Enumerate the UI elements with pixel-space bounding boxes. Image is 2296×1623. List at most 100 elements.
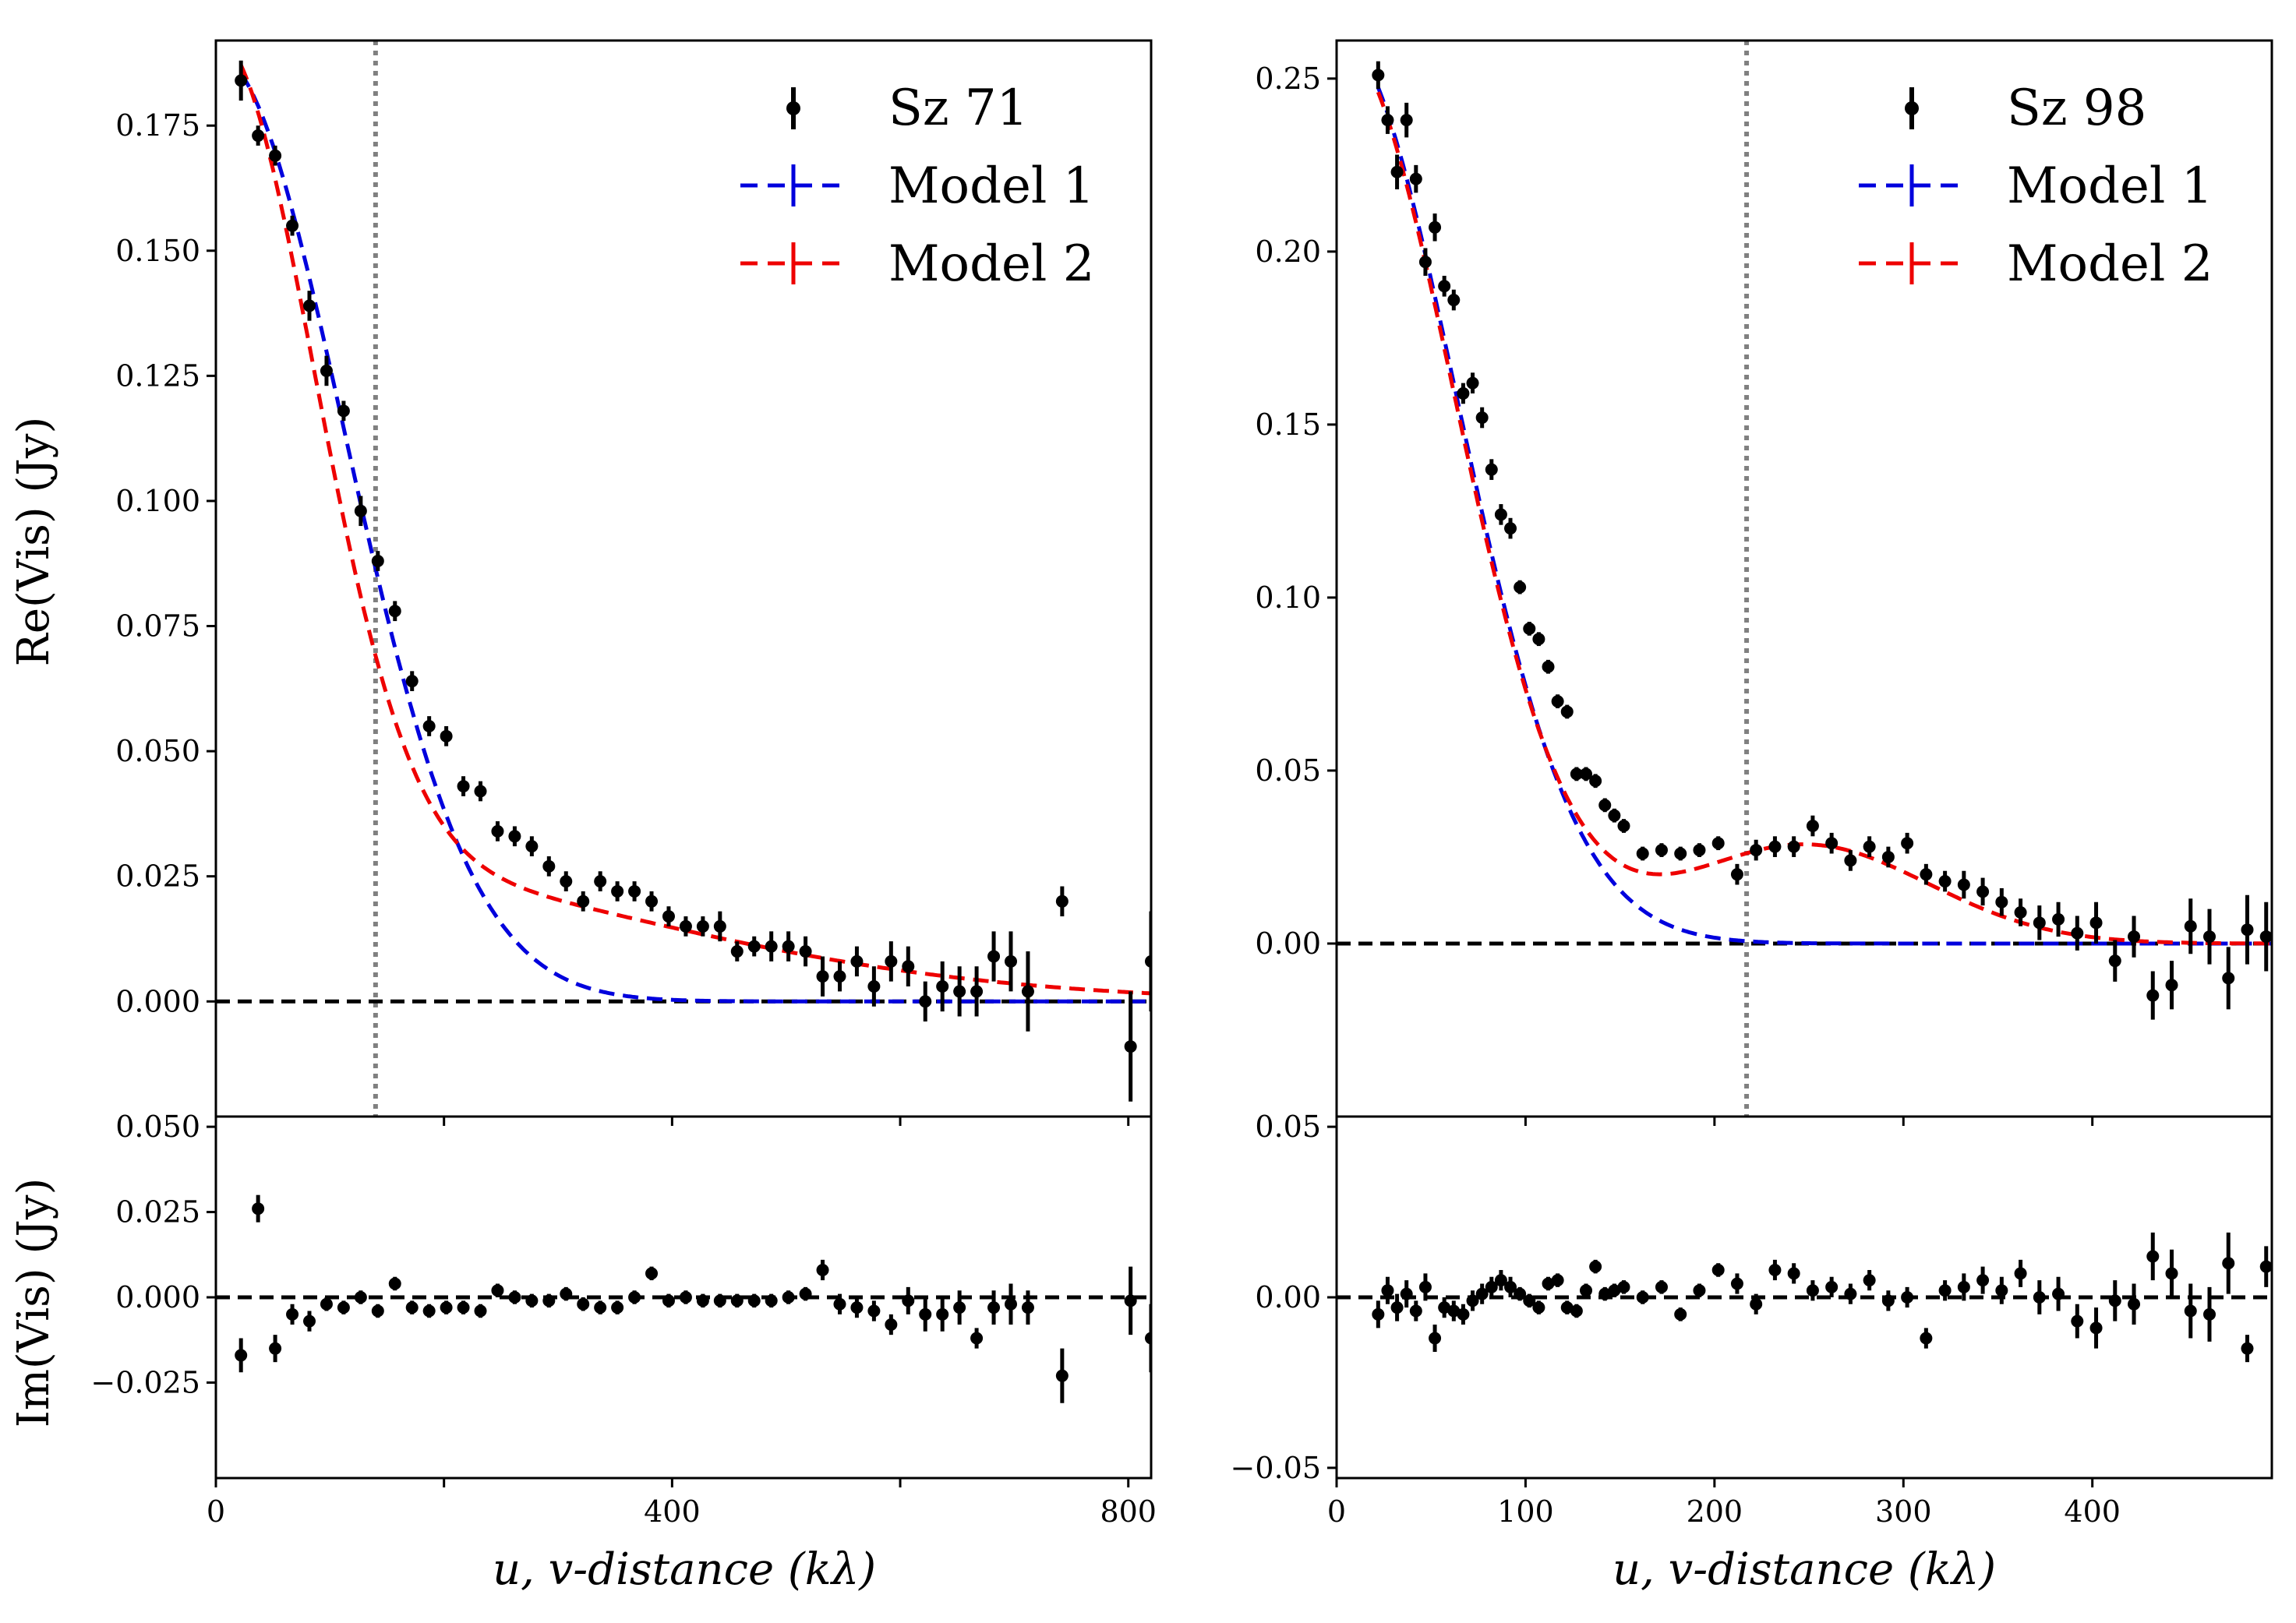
data-point [1542, 660, 1555, 673]
legend-model1-marker [1859, 164, 1965, 206]
data-point [645, 894, 659, 908]
data-point [1485, 463, 1498, 476]
plot-area [1337, 41, 2272, 1117]
data-point [1806, 819, 1819, 832]
x-tick-label: 200 [1687, 1494, 1743, 1529]
data-point [457, 1301, 470, 1314]
data-point [2089, 1321, 2103, 1335]
data-point [1598, 799, 1612, 812]
y-tick-label: 0.075 [115, 609, 200, 644]
x-tick-label: 400 [644, 1494, 701, 1529]
data-point [440, 1301, 453, 1314]
data-point [1589, 1260, 1602, 1273]
data-point [371, 555, 384, 568]
data-point [850, 954, 864, 968]
x-tick-label: 800 [1100, 1494, 1157, 1529]
data-point [1485, 1280, 1498, 1293]
y-tick-label: 0.050 [115, 734, 200, 768]
y-tick-label: 0.00 [1255, 926, 1321, 961]
data-point [679, 1291, 692, 1304]
data-point [1617, 1280, 1630, 1293]
legend-label-sz71: Sz 71 [888, 79, 1028, 137]
legend-model1-marker [740, 164, 846, 206]
data-point [286, 1307, 299, 1321]
data-point [1504, 522, 1517, 535]
data-point [782, 940, 795, 953]
data-point [1532, 633, 1545, 646]
data-point [1768, 1263, 1782, 1276]
data-point [1674, 847, 1687, 860]
data-point [1494, 1274, 1507, 1287]
data-point [1124, 1294, 1137, 1307]
data-point [987, 950, 1001, 963]
data-point [2052, 1287, 2065, 1300]
data-point [645, 1267, 659, 1280]
data-point [799, 945, 812, 958]
data-point [388, 1277, 401, 1290]
data-point [611, 884, 624, 898]
sz71-imag-panel: −0.025 0.000 0.025 0.050 0 400 800 [90, 1110, 1157, 1529]
plot-area [1337, 1232, 2272, 1363]
data-point [320, 1297, 333, 1311]
data-point [405, 1301, 419, 1314]
data-point [1711, 1263, 1725, 1276]
data-point [850, 1301, 864, 1314]
legend-label-model2: Model 2 [2007, 235, 2213, 293]
sz71-real-panel: 0.000 0.025 0.050 0.075 0.100 0.125 0.150 0.175 [115, 39, 1153, 1126]
sz71-xlabel: u, v-distance (kλ) [493, 1544, 876, 1595]
data-point [1589, 774, 1602, 788]
data-point [1655, 1280, 1668, 1293]
data-point [542, 1294, 556, 1307]
data-point [2222, 1257, 2235, 1270]
data-point [1005, 954, 1017, 968]
data-point [1551, 695, 1564, 708]
legend-data-marker [786, 87, 800, 129]
sz71-real-ylabel: Re(Vis) (Jy) [9, 417, 59, 667]
y-tick-label: 0.025 [115, 859, 200, 894]
data-point [1750, 844, 1763, 857]
data-point [833, 970, 846, 983]
legend-label-sz98: Sz 98 [2007, 79, 2146, 137]
data-point [508, 1291, 521, 1304]
data-point [508, 830, 521, 843]
data-point [542, 859, 556, 873]
data-point [885, 954, 898, 968]
data-point [799, 1287, 812, 1300]
data-point [1542, 1277, 1555, 1290]
data-point [1381, 1284, 1394, 1297]
data-point [1976, 885, 1990, 898]
data-point [1447, 1304, 1461, 1318]
data-point [1005, 1297, 1017, 1311]
data-point [970, 1332, 984, 1345]
data-point [577, 894, 590, 908]
y-tick-label: 0.05 [1255, 753, 1321, 788]
data-point [1920, 868, 1933, 881]
data-point [474, 785, 487, 798]
y-tick-label: 0.100 [115, 484, 200, 518]
y-tick-label: 0.000 [115, 1280, 200, 1314]
x-tick-label: 400 [2064, 1494, 2121, 1529]
data-point [1825, 837, 1839, 850]
data-point [1580, 767, 1592, 781]
y-tick-label: 0.20 [1255, 235, 1321, 269]
data-point [2128, 1297, 2141, 1311]
data-point [662, 1294, 675, 1307]
data-point [1995, 895, 2008, 909]
data-point [919, 995, 932, 1008]
model-curve-model-2 [1376, 91, 2272, 946]
data-point [286, 219, 299, 232]
y-tick-label: 0.15 [1255, 408, 1321, 442]
plot-area [216, 1194, 1151, 1403]
data-point [1381, 114, 1394, 127]
legend-label-model2: Model 2 [888, 235, 1094, 293]
data-point [1438, 1301, 1451, 1314]
legend-data-marker [1905, 87, 1919, 129]
data-point [2259, 930, 2272, 944]
data-point [2146, 1250, 2160, 1263]
data-point [1920, 1332, 1933, 1345]
data-point [696, 1294, 709, 1307]
data-point [1494, 508, 1507, 521]
data-point [2165, 979, 2178, 992]
data-point [1825, 1280, 1839, 1293]
data-point [1409, 1304, 1422, 1318]
